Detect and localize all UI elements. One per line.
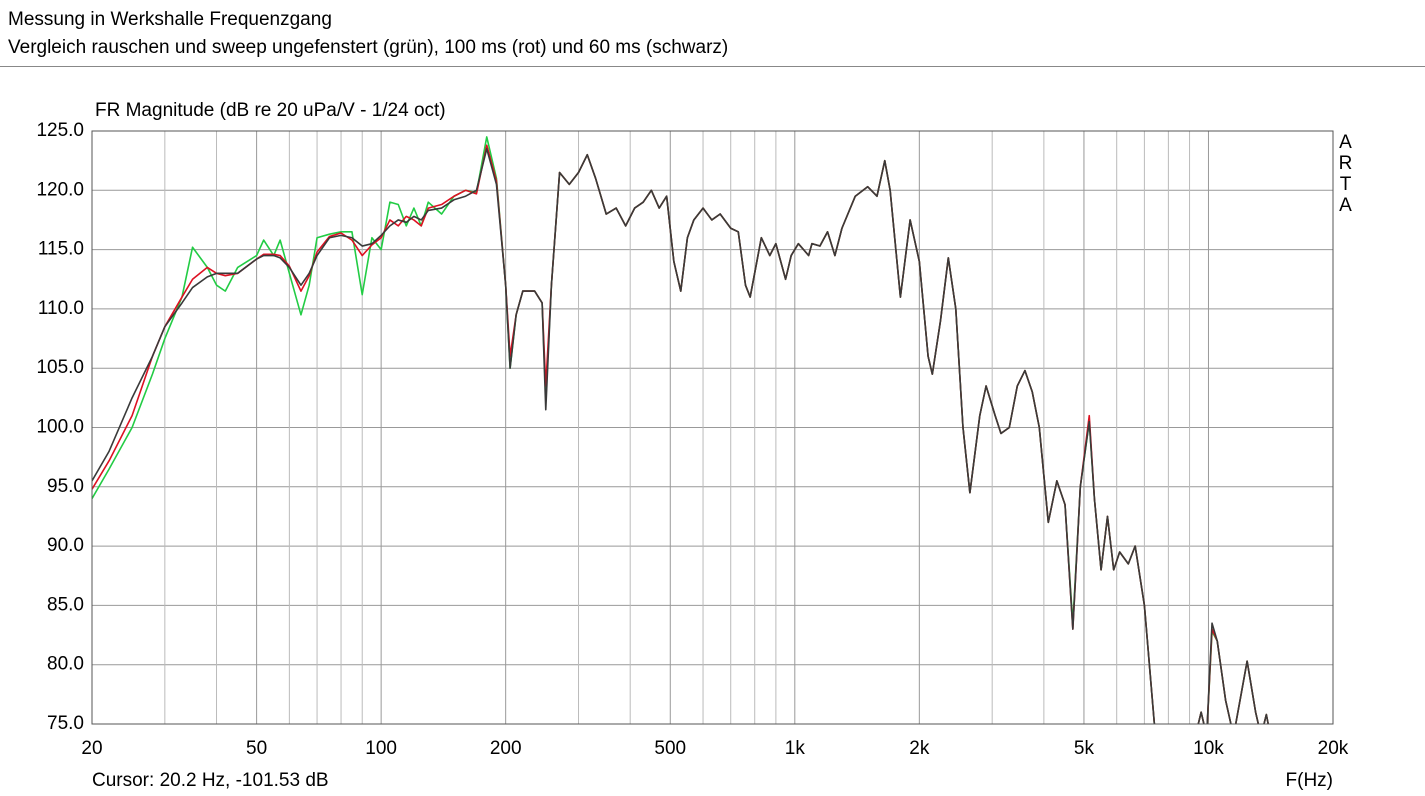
x-tick-label: 1k (785, 738, 806, 759)
x-tick-label: 100 (365, 738, 397, 759)
x-tick-label: 20 (81, 738, 102, 759)
y-tick-label: 80.0 (47, 654, 84, 675)
y-tick-label: 75.0 (47, 713, 84, 734)
y-tick-label: 100.0 (36, 417, 84, 438)
header-subtitle: Vergleich rauschen und sweep ungefenster… (8, 37, 729, 58)
y-tick-label: 125.0 (36, 120, 84, 141)
series-line (92, 147, 1270, 724)
watermark: ARTA (1335, 132, 1356, 216)
header-title: Messung in Werkshalle Frequenzgang (8, 9, 332, 30)
x-tick-label: 2k (909, 738, 930, 759)
x-tick-label: 200 (490, 738, 522, 759)
y-tick-label: 90.0 (47, 535, 84, 556)
y-tick-label: 95.0 (47, 476, 84, 497)
x-tick-label: 500 (654, 738, 686, 759)
header: Messung in Werkshalle Frequenzgang Vergl… (8, 6, 728, 62)
x-tick-label: 10k (1193, 738, 1224, 759)
y-tick-label: 120.0 (36, 179, 84, 200)
plot-frame (91, 130, 1334, 725)
x-axis-label: F(Hz) (1286, 770, 1333, 791)
x-tick-label: 50 (246, 738, 267, 759)
y-tick-label: 115.0 (38, 239, 84, 260)
cursor-readout: Cursor: 20.2 Hz, -101.53 dB (92, 770, 329, 791)
chart-title: FR Magnitude (dB re 20 uPa/V - 1/24 oct) (95, 100, 446, 121)
separator (0, 66, 1425, 67)
x-tick-label: 20k (1318, 738, 1349, 759)
y-tick-label: 85.0 (47, 594, 84, 615)
y-tick-label: 105.0 (36, 357, 84, 378)
x-tick-label: 5k (1074, 738, 1095, 759)
y-tick-label: 110.0 (38, 298, 84, 319)
